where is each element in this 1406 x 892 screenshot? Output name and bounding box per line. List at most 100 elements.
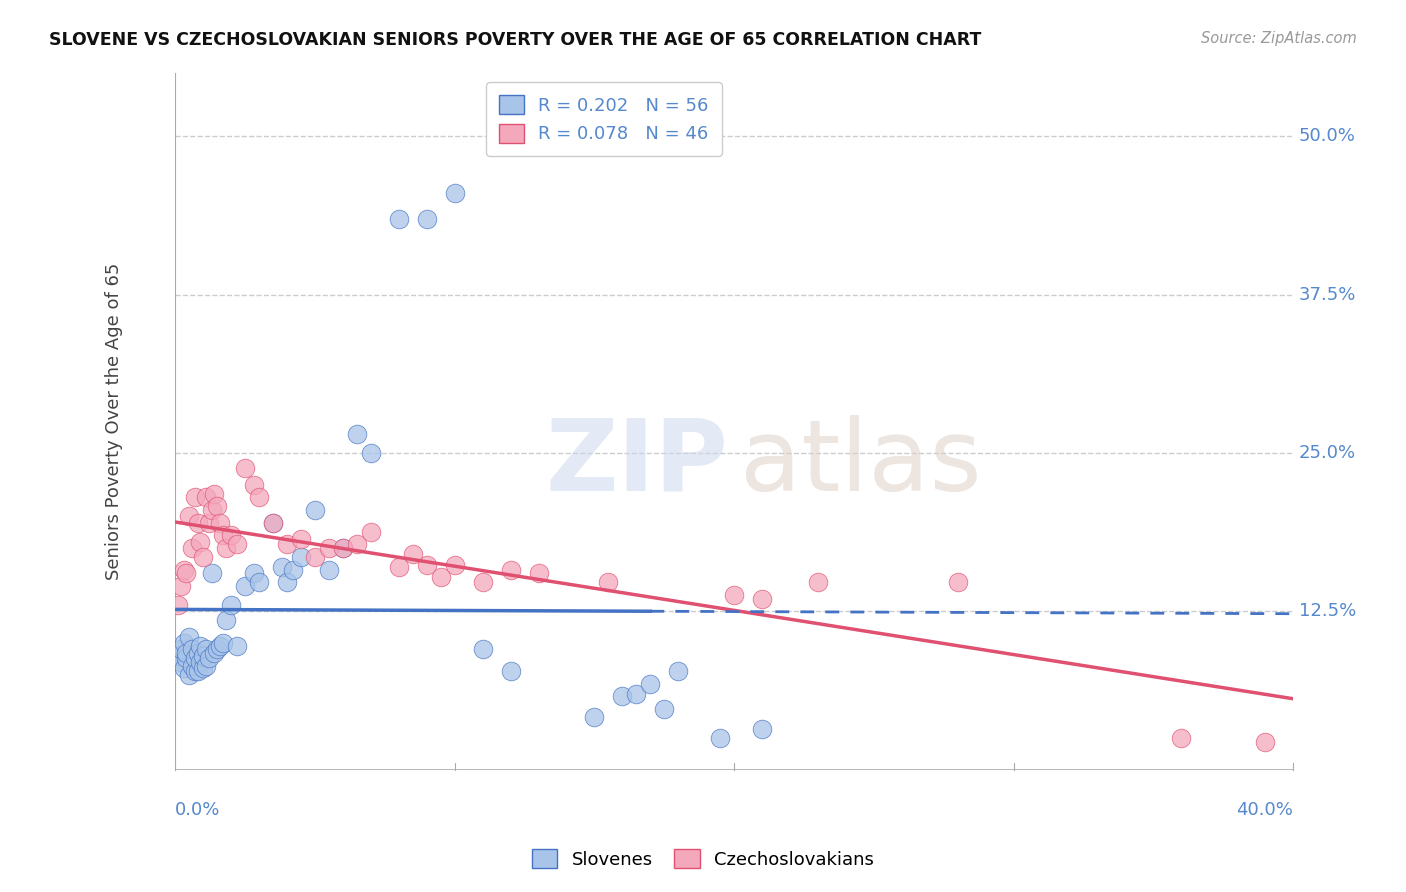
Point (167, 598, 190, 612)
Point (193, 549, 215, 564)
Text: Seniors Poverty Over the Age of 65: Seniors Poverty Over the Age of 65 (105, 263, 122, 580)
Point (332, 541, 354, 555)
Point (233, 461, 256, 475)
Point (946, 575, 969, 590)
Point (598, 575, 620, 590)
Point (360, 524, 382, 539)
Point (242, 477, 264, 491)
Point (527, 566, 550, 581)
Point (181, 642, 204, 657)
Point (443, 186, 465, 201)
Point (195, 659, 218, 673)
Point (198, 516, 221, 530)
Point (201, 566, 224, 581)
Point (247, 491, 270, 505)
Legend: Slovenes, Czechoslovakians: Slovenes, Czechoslovakians (524, 841, 882, 876)
Point (262, 516, 284, 530)
Point (247, 575, 270, 590)
Point (304, 503, 326, 517)
Point (204, 486, 226, 500)
Point (612, 690, 634, 704)
Point (346, 537, 368, 551)
Point (751, 723, 773, 737)
Legend: R = 0.202   N = 56, R = 0.078   N = 46: R = 0.202 N = 56, R = 0.078 N = 46 (486, 82, 721, 156)
Point (181, 659, 204, 673)
Point (208, 516, 231, 530)
Point (190, 655, 212, 669)
Text: atlas: atlas (740, 415, 981, 512)
Point (193, 648, 215, 663)
Point (184, 491, 207, 505)
Point (187, 516, 209, 530)
Point (184, 651, 207, 665)
Text: Source: ZipAtlas.com: Source: ZipAtlas.com (1201, 31, 1357, 46)
Point (219, 598, 242, 612)
Point (190, 534, 212, 549)
Point (723, 588, 745, 602)
Point (471, 575, 494, 590)
Text: 25.0%: 25.0% (1299, 444, 1355, 462)
Point (388, 560, 411, 574)
Text: 0.0%: 0.0% (176, 802, 221, 820)
Point (360, 446, 382, 460)
Point (290, 533, 312, 547)
Text: 40.0%: 40.0% (1236, 802, 1294, 820)
Point (211, 528, 233, 542)
Point (270, 560, 292, 574)
Point (187, 664, 209, 678)
Point (207, 500, 229, 514)
Point (499, 664, 522, 678)
Point (208, 639, 231, 653)
Point (176, 566, 198, 581)
Point (471, 642, 494, 657)
Point (402, 548, 425, 562)
Point (198, 651, 221, 665)
Point (276, 575, 298, 590)
Point (318, 541, 340, 555)
Point (304, 549, 326, 564)
Point (170, 642, 193, 657)
Point (190, 639, 212, 653)
Point (204, 646, 226, 660)
Point (499, 563, 522, 577)
Point (195, 642, 218, 657)
Point (416, 211, 439, 226)
Point (388, 211, 411, 226)
Point (214, 541, 236, 555)
Point (225, 537, 247, 551)
Point (179, 630, 201, 644)
Point (290, 549, 312, 564)
Point (807, 575, 830, 590)
Point (242, 566, 264, 581)
Point (583, 709, 606, 723)
Point (176, 646, 198, 660)
Point (195, 491, 218, 505)
Point (173, 661, 195, 675)
Point (640, 676, 662, 690)
Point (709, 731, 731, 745)
Point (1170, 731, 1192, 745)
Point (181, 541, 204, 555)
Point (233, 579, 256, 593)
Point (173, 563, 195, 577)
Point (176, 651, 198, 665)
Point (1254, 735, 1277, 749)
Point (187, 646, 209, 660)
Point (170, 655, 193, 669)
Point (416, 558, 439, 572)
Point (281, 563, 304, 577)
Point (167, 648, 190, 663)
Text: 50.0%: 50.0% (1299, 128, 1355, 145)
Point (318, 563, 340, 577)
Point (184, 664, 207, 678)
Point (429, 570, 451, 584)
Point (170, 579, 193, 593)
Point (262, 516, 284, 530)
Point (751, 591, 773, 606)
Text: 12.5%: 12.5% (1299, 602, 1355, 621)
Point (211, 636, 233, 650)
Point (666, 664, 689, 678)
Point (626, 687, 648, 701)
Point (276, 537, 298, 551)
Point (201, 503, 224, 517)
